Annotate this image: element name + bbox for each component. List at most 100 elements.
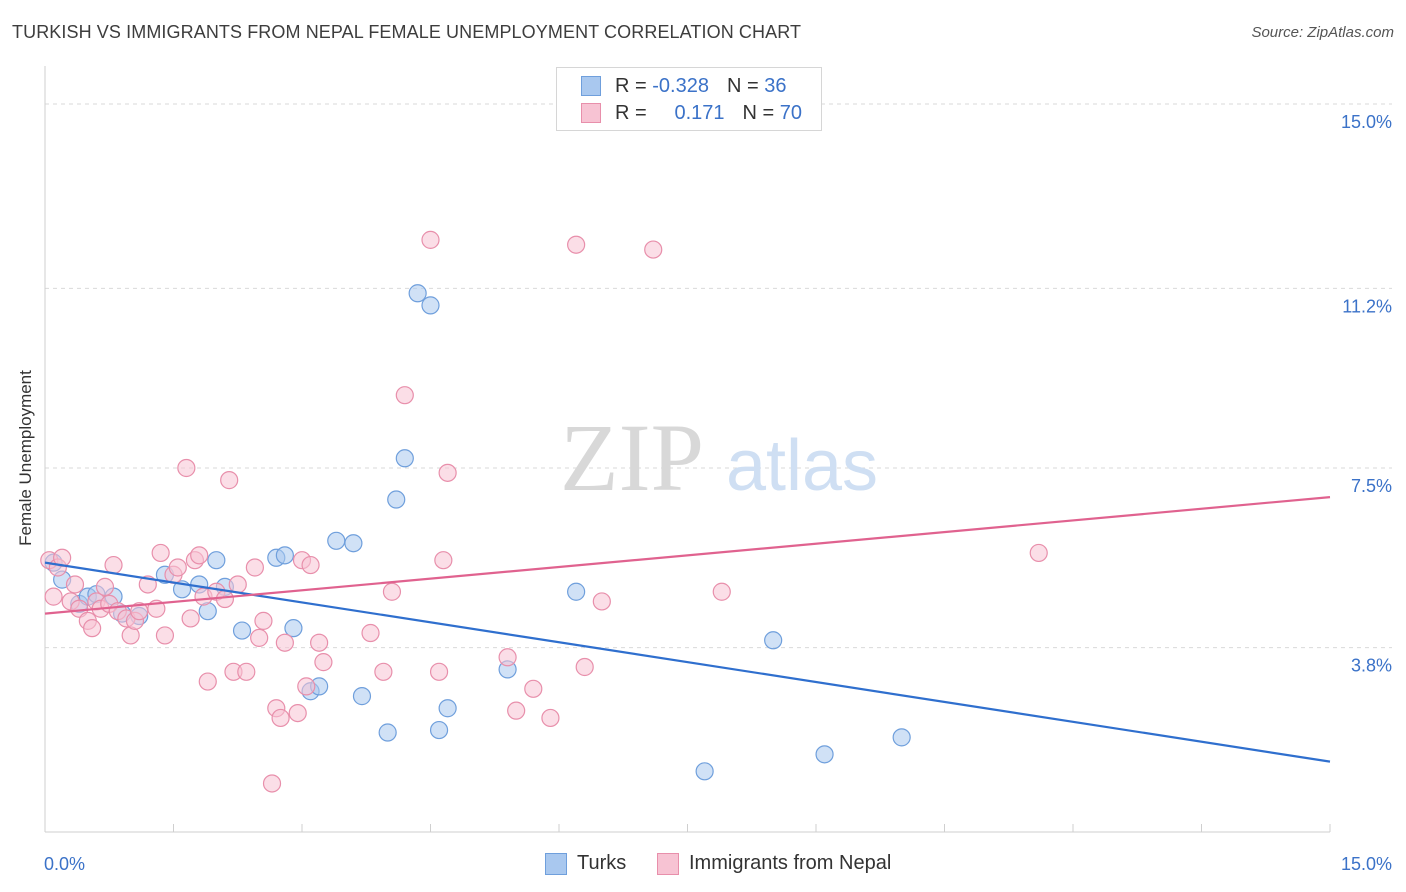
nepal-point: [83, 619, 102, 638]
turks-point: [395, 449, 414, 468]
turks-point: [438, 699, 457, 718]
turks-legend-swatch: [545, 852, 567, 875]
nepal-point: [262, 774, 282, 793]
nepal-point: [271, 708, 290, 728]
y-tick-label: 11.2%: [1342, 296, 1392, 316]
turks-point: [408, 284, 427, 303]
turks-point: [378, 723, 397, 742]
data-points: [40, 230, 1048, 793]
nepal-point: [181, 609, 200, 628]
nepal-point: [644, 240, 663, 259]
nepal-point: [254, 611, 273, 630]
grid-lines: [45, 103, 1392, 649]
nepal-swatch: [581, 103, 601, 123]
nepal-point: [524, 679, 543, 698]
legend-n-label: N =: [742, 101, 775, 124]
axes: [44, 66, 1331, 833]
nepal-point: [421, 230, 440, 249]
nepal-point: [541, 708, 560, 728]
nepal-point: [177, 458, 196, 478]
nepal-point: [395, 386, 414, 405]
legend-r-value: 0.171: [674, 101, 725, 124]
nepal-point: [95, 577, 115, 596]
legend-n-value: 36: [764, 74, 787, 97]
nepal-point: [382, 582, 402, 601]
nepal-point: [498, 648, 517, 667]
nepal-point: [250, 628, 269, 647]
legend-n-value: 70: [779, 101, 803, 124]
nepal-point: [44, 587, 63, 606]
y-tick-label: 15.0%: [1341, 112, 1392, 132]
turks-point: [892, 728, 911, 747]
turks-point: [764, 631, 783, 650]
turks-point: [275, 546, 294, 565]
turks-point: [344, 534, 363, 553]
watermark-atlas: atlas: [726, 426, 878, 506]
nepal-point: [429, 662, 449, 681]
turks-point: [232, 621, 252, 640]
turks-point: [421, 296, 440, 315]
y-tick-label: 3.8%: [1351, 656, 1392, 676]
nepal-point: [1029, 543, 1048, 563]
y-axis-label: Female Unemployment: [16, 370, 35, 546]
nepal-point: [65, 575, 85, 594]
nepal-point: [104, 555, 123, 575]
bottom-legend-turks: Turks: [545, 852, 626, 875]
x-tick-label: 0.0%: [44, 854, 85, 874]
trend-lines: [44, 496, 1331, 763]
nepal-point: [275, 633, 294, 652]
nepal-point: [168, 558, 187, 577]
nepal-point: [507, 701, 526, 720]
nepal-point: [228, 575, 247, 594]
nepal-point: [245, 558, 264, 577]
watermark-zip: ZIP: [560, 404, 704, 511]
nepal-point: [592, 592, 611, 611]
nepal-point: [712, 582, 731, 601]
turks-point: [387, 490, 406, 509]
nepal-point: [310, 633, 329, 652]
legend-r-label: R =: [615, 74, 647, 97]
nepal-point: [151, 543, 170, 563]
x-tick-labels: 0.0% 15.0%: [44, 854, 1392, 874]
nepal-point: [198, 672, 217, 691]
nepal-point: [434, 551, 453, 570]
turks-trend-line: [44, 561, 1331, 763]
correlation-legend: R = -0.328 N = 36 R = 0.171 N = 70: [556, 67, 822, 131]
nepal-point: [374, 662, 393, 681]
nepal-point: [288, 703, 307, 723]
nepal-point: [190, 546, 209, 565]
nepal-trend-line: [44, 496, 1331, 615]
nepal-point: [575, 657, 594, 677]
chart-title: TURKISH VS IMMIGRANTS FROM NEPAL FEMALE …: [12, 22, 802, 42]
y-tick-labels: 3.8% 7.5% 11.2% 15.0%: [1341, 112, 1392, 676]
nepal-point: [237, 662, 256, 681]
turks-point: [815, 745, 834, 764]
x-tick-label: 15.0%: [1341, 854, 1392, 874]
watermark: ZIP atlas: [560, 404, 878, 511]
turks-point: [207, 551, 226, 570]
turks-point: [567, 582, 586, 601]
nepal-point: [361, 623, 380, 643]
nepal-legend-swatch: [657, 852, 679, 875]
nepal-point: [297, 677, 316, 696]
legend-row-turks: R = -0.328 N = 36: [581, 74, 786, 98]
nepal-point: [567, 235, 586, 254]
legend-r-label: R =: [615, 101, 647, 124]
legend-r-value: -0.328: [652, 74, 709, 97]
turks-point: [352, 687, 372, 706]
turks-swatch: [581, 76, 601, 96]
nepal-point: [301, 555, 320, 575]
turks-point: [327, 531, 346, 550]
nepal-point: [215, 589, 234, 609]
nepal-point: [220, 471, 239, 490]
nepal-point: [438, 463, 457, 482]
turks-point: [284, 619, 303, 638]
turks-point: [695, 762, 714, 781]
source-credit: Source: ZipAtlas.com: [1251, 24, 1394, 41]
nepal-legend-label: Immigrants from Nepal: [689, 852, 892, 874]
bottom-legend-nepal: Immigrants from Nepal: [657, 852, 891, 875]
turks-point: [429, 720, 449, 740]
legend-row-nepal: R = 0.171 N = 70: [581, 101, 802, 125]
turks-legend-label: Turks: [577, 852, 627, 874]
